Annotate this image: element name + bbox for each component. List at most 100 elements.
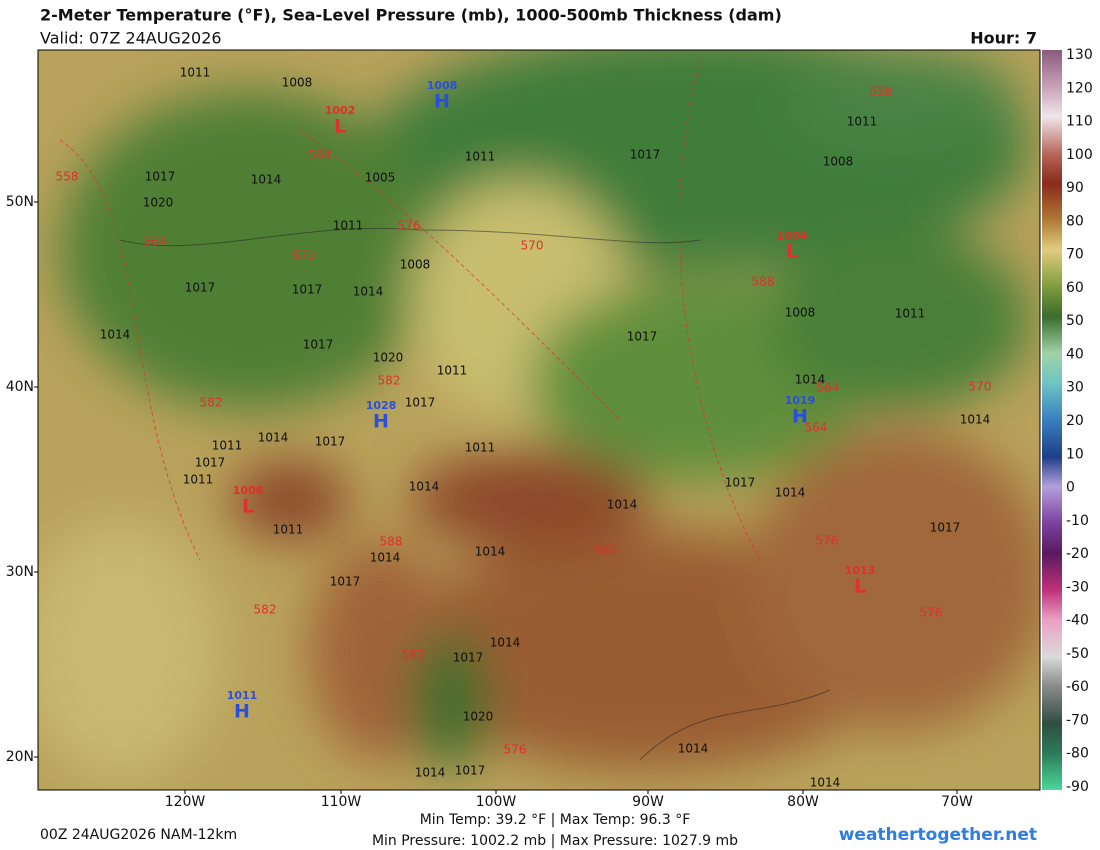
lon-label: 80W — [787, 794, 819, 810]
pressure-center-value: 1028 — [366, 399, 397, 412]
isobar-label: 1014 — [251, 173, 282, 187]
colorbar-label: 110 — [1066, 114, 1093, 130]
thickness-label: 570 — [969, 380, 992, 394]
isobar-label: 1011 — [465, 441, 496, 455]
isobar-label: 1014 — [490, 636, 521, 650]
lat-label: 20N — [6, 749, 34, 765]
isobar-label: 1014 — [409, 480, 440, 494]
title: 2-Meter Temperature (°F), Sea-Level Pres… — [40, 6, 782, 25]
pressure-range: Min Pressure: 1002.2 mb | Max Pressure: … — [372, 833, 738, 849]
isobar-label: 1014 — [960, 413, 991, 427]
colorbar-label: 120 — [1066, 80, 1093, 96]
map-frame — [37, 49, 1041, 791]
pressure-center-type: H — [234, 701, 250, 723]
site-link[interactable]: weathertogether.net — [839, 825, 1037, 845]
colorbar-label: -30 — [1066, 579, 1089, 595]
isobar-label: 1017 — [195, 456, 226, 470]
thickness-label: 576 — [504, 743, 527, 757]
pressure-center-value: 1008 — [427, 79, 458, 92]
map-background — [38, 50, 1040, 790]
thickness-label: 576 — [398, 219, 421, 233]
thickness-label: 582 — [200, 396, 223, 410]
isobar-label: 1017 — [330, 575, 361, 589]
thickness-label: 564 — [144, 235, 167, 249]
colorbar-label: -80 — [1066, 746, 1089, 762]
colorbar-label: 100 — [1066, 147, 1093, 163]
isobar-label: 1014 — [100, 328, 131, 342]
isobar-label: 1014 — [353, 285, 384, 299]
isobar-label: 1017 — [185, 281, 216, 295]
isobar-label: 1020 — [373, 351, 404, 365]
thickness-label: 588 — [380, 535, 403, 549]
labels: 1301201101009080706050403020100-10-20-30… — [6, 47, 1093, 810]
thickness-label: 558 — [870, 85, 893, 99]
thickness-label: 588 — [752, 275, 775, 289]
pressure-center-type: H — [373, 411, 389, 433]
isobar-label: 1017 — [315, 435, 346, 449]
colorbar-label: 20 — [1066, 413, 1084, 429]
isobar-label: 1017 — [292, 283, 323, 297]
thickness-label: 564 — [805, 421, 828, 435]
pressure-center-value: 1002 — [325, 104, 356, 117]
isobar-label: 1011 — [437, 364, 468, 378]
valid-time: Valid: 07Z 24AUG2026 — [40, 29, 222, 48]
colorbar-label: -70 — [1066, 712, 1089, 728]
pressure-center-value: 1013 — [845, 564, 876, 577]
isobar-label: 1011 — [333, 219, 364, 233]
isobar-label: 1014 — [475, 545, 506, 559]
colorbar-label: 60 — [1066, 280, 1084, 296]
colorbar-label: 130 — [1066, 47, 1093, 63]
isobar-label: 1014 — [258, 431, 289, 445]
isobar-label: 1017 — [455, 764, 486, 778]
isobar-label: 1017 — [303, 338, 334, 352]
colorbar-label: -50 — [1066, 646, 1089, 662]
lat-label: 40N — [6, 379, 34, 395]
isobar-label: 1014 — [678, 742, 709, 756]
isobar-label: 1011 — [465, 150, 496, 164]
isobar-label: 1011 — [847, 115, 878, 129]
colorbar-label: -20 — [1066, 546, 1089, 562]
colorbar-label: -40 — [1066, 613, 1089, 629]
pressure-center-value: 1004 — [777, 229, 808, 242]
isobar-label: 1005 — [365, 171, 396, 185]
pressure-center-type: L — [854, 576, 866, 598]
colorbar-label: 70 — [1066, 247, 1084, 263]
isobar-label: 1017 — [453, 651, 484, 665]
isobar-label: 1017 — [145, 170, 176, 184]
isobar-label: 1014 — [370, 551, 401, 565]
colorbar-label: 0 — [1066, 480, 1075, 496]
lon-label: 70W — [941, 794, 973, 810]
colorbar-label: -60 — [1066, 679, 1089, 695]
isobar-label: 1014 — [415, 766, 446, 780]
pressure-center-type: L — [786, 241, 798, 263]
isobar-label: 1017 — [405, 396, 436, 410]
lon-label: 100W — [476, 794, 517, 810]
pressure-center-type: L — [334, 116, 346, 138]
pressure-center-type: H — [434, 91, 450, 113]
isobar-label: 1017 — [630, 148, 661, 162]
thickness-label: 576 — [816, 534, 839, 548]
thickness-label: 576 — [920, 606, 943, 620]
temp-range: Min Temp: 39.2 °F | Max Temp: 96.3 °F — [420, 812, 691, 828]
thickness-label: 582 — [595, 543, 618, 557]
isobar-label: 1017 — [725, 476, 756, 490]
colorbar-label: 40 — [1066, 346, 1084, 362]
colorbar-label: 10 — [1066, 446, 1084, 462]
colorbar-label: 50 — [1066, 313, 1084, 329]
lon-label: 110W — [321, 794, 362, 810]
thickness-label: 582 — [254, 603, 277, 617]
colorbar — [1042, 50, 1062, 790]
thickness-label: 564 — [309, 148, 332, 162]
pressure-center-type: H — [792, 406, 808, 428]
thickness-label: 582 — [378, 374, 401, 388]
isobar-label: 1017 — [627, 330, 658, 344]
thickness-label: 582 — [402, 648, 425, 662]
thickness-label: 564 — [817, 381, 840, 395]
pressure-center-value: 1011 — [227, 689, 258, 702]
pressure-center-value: 1008 — [233, 484, 264, 497]
isobar-label: 1020 — [463, 710, 494, 724]
thickness-label: 570 — [293, 249, 316, 263]
colorbar-label: -10 — [1066, 513, 1089, 529]
lat-label: 50N — [6, 194, 34, 210]
